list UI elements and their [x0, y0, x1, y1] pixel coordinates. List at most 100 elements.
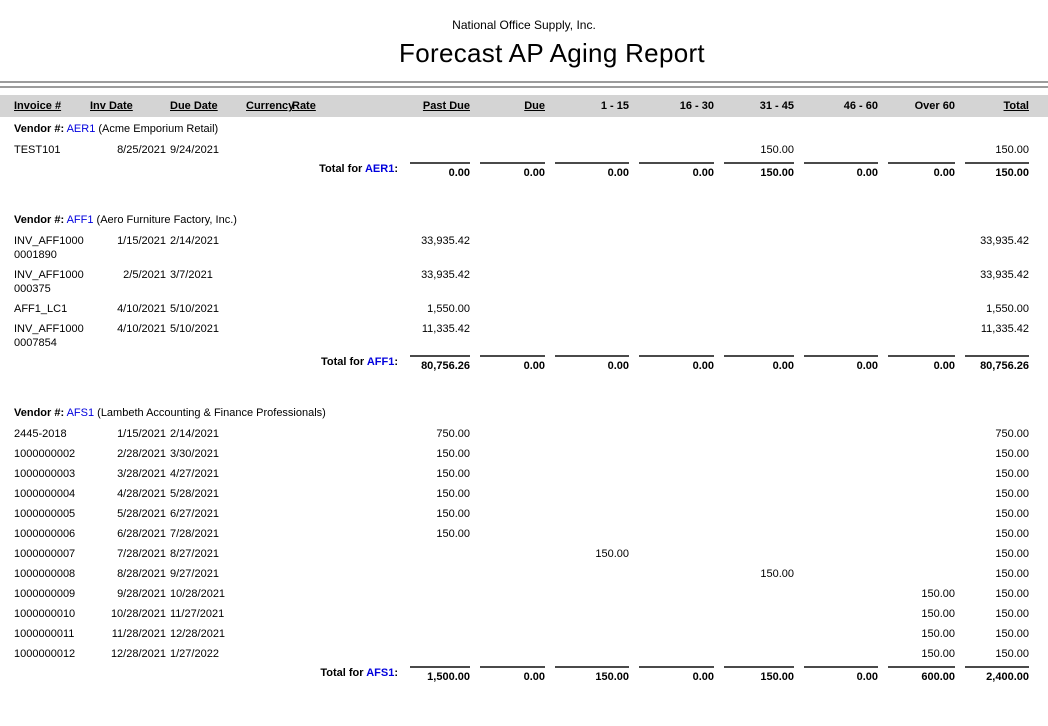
over-60-cell [878, 140, 955, 160]
b31-45-total-cell: 150.00 [714, 160, 794, 180]
rate-cell [292, 319, 400, 353]
b31-45-cell [714, 544, 794, 564]
invoice-cell: TEST101 [14, 144, 61, 156]
past-due-cell: 150.00 [436, 508, 470, 520]
past-due-cell: 33,935.42 [421, 235, 470, 247]
due-date-cell: 5/10/2021 [170, 303, 219, 315]
b1-15-cell [545, 484, 629, 504]
inv-date-cell: 4/28/2021 [117, 488, 166, 500]
currency-cell [246, 444, 292, 464]
rate-cell [292, 544, 400, 564]
over-60-cell [878, 484, 955, 504]
b46-60-total-cell: 0.00 [794, 160, 878, 180]
due-cell [470, 524, 545, 544]
b46-60-cell [794, 564, 878, 584]
past-due-cell [400, 544, 470, 564]
inv-date-cell: 3/28/2021 [117, 468, 166, 480]
invoice-cell: 1000000007 [14, 548, 76, 560]
total-cell: 33,935.42 [980, 235, 1029, 247]
b16-30-total-cell: 0.00 [629, 160, 714, 180]
past-due-cell: 150.00 [436, 528, 470, 540]
rate-cell [292, 140, 400, 160]
due-cell [470, 504, 545, 524]
due-date-cell: 1/27/2022 [170, 648, 219, 660]
invoice-row: 1000000007 7/28/2021 8/27/2021 150.00 150.00 [0, 544, 1048, 564]
company-name: National Office Supply, Inc. [452, 18, 596, 32]
invoice-row: INV_AFF10000001890 1/15/2021 2/14/2021 33,9… [0, 231, 1048, 265]
past-due-total-cell: 80,756.26 [400, 353, 470, 373]
past-due-total-value: 80,756.26 [410, 355, 470, 373]
over-60-cell [878, 464, 955, 484]
b46-60-cell [794, 265, 878, 299]
b31-45-cell [714, 265, 794, 299]
page-title: Forecast AP Aging Report [399, 38, 705, 68]
total-cell: 150.00 [995, 488, 1029, 500]
over-60-cell: 150.00 [921, 648, 955, 660]
col-header-past-due[interactable]: Past Due [422, 100, 470, 112]
report-page: National Office Supply, Inc. Forecast AP… [0, 18, 1048, 684]
b16-30-total-cell: 0.00 [629, 664, 714, 684]
total-total-cell: 2,400.00 [955, 664, 1048, 684]
rate-cell [292, 504, 400, 524]
total-vendor-code-link[interactable]: AFF1 [366, 356, 395, 368]
col-header-due[interactable]: Due [524, 100, 545, 112]
total-cell: 150.00 [995, 628, 1029, 640]
col-header-total[interactable]: Total [1003, 100, 1029, 112]
inv-date-cell: 6/28/2021 [117, 528, 166, 540]
col-header-due-date[interactable]: Due Date [170, 100, 218, 112]
past-due-total-value: 1,500.00 [410, 666, 470, 684]
invoice-row: 1000000008 8/28/2021 9/27/2021 150.00 150.00 [0, 564, 1048, 584]
rate-cell [292, 644, 400, 664]
b46-60-cell [794, 604, 878, 624]
b16-30-cell [629, 231, 714, 265]
ap-aging-table: Invoice # Inv Date Due Date Currency Rat… [0, 95, 1048, 684]
vendor-total-row: Total for AFF1: 80,756.26 0.00 0.00 0.00 0.00… [0, 353, 1048, 373]
vendor-header-cell: Vendor #: AER1 (Acme Emporium Retail) [0, 117, 1048, 140]
total-cell: 150.00 [995, 468, 1029, 480]
col-header-rate[interactable]: Rate [292, 100, 316, 112]
b1-15-cell: 150.00 [595, 548, 629, 560]
due-total-value: 0.00 [480, 355, 545, 373]
due-date-cell: 3/7/2021 [170, 269, 213, 281]
over-60-total-cell: 0.00 [878, 353, 955, 373]
b46-60-total-cell: 0.00 [794, 353, 878, 373]
b16-30-cell [629, 504, 714, 524]
col-header-inv-date[interactable]: Inv Date [90, 100, 133, 112]
rate-cell [292, 584, 400, 604]
inv-date-cell: 8/28/2021 [117, 568, 166, 580]
currency-cell [246, 604, 292, 624]
title-divider [0, 81, 1048, 88]
b46-60-cell [794, 140, 878, 160]
total-vendor-code-link[interactable]: AFS1 [366, 667, 395, 679]
vendor-header-cell: Vendor #: AFF1 (Aero Furniture Factory, … [0, 208, 1048, 231]
vendor-code-link[interactable]: AER1 [66, 123, 96, 135]
b16-30-cell [629, 299, 714, 319]
total-total-cell: 150.00 [955, 160, 1048, 180]
invoice-row: 1000000011 11/28/2021 12/28/2021 150.00 150.… [0, 624, 1048, 644]
over-60-cell [878, 231, 955, 265]
inv-date-cell: 11/28/2021 [111, 628, 166, 640]
total-cell: 11,335.42 [980, 323, 1029, 335]
vendor-code-link[interactable]: AFS1 [66, 407, 95, 419]
vendor-code-link[interactable]: AFF1 [66, 214, 94, 226]
b46-60-total-cell: 0.00 [794, 664, 878, 684]
total-cell: 150.00 [995, 568, 1029, 580]
inv-date-cell: 2/5/2021 [123, 269, 166, 281]
past-due-cell: 33,935.42 [421, 269, 470, 281]
total-vendor-code-link[interactable]: AER1 [364, 163, 395, 175]
invoice-row: 2445-2018 1/15/2021 2/14/2021 750.00 750.00 [0, 424, 1048, 444]
inv-date-cell: 4/10/2021 [117, 323, 166, 335]
rate-cell [292, 265, 400, 299]
inv-date-cell: 7/28/2021 [117, 548, 166, 560]
b16-30-total-cell: 0.00 [629, 353, 714, 373]
col-header-invoice[interactable]: Invoice # [14, 100, 62, 112]
over-60-total-value: 600.00 [888, 666, 955, 684]
col-header-1-15: 1 - 15 [600, 100, 629, 112]
due-date-cell: 2/14/2021 [170, 235, 219, 247]
over-60-cell [878, 424, 955, 444]
b31-45-cell [714, 424, 794, 444]
total-label-cell: Total for AFF1: [0, 353, 400, 373]
vendor-name: (Aero Furniture Factory, Inc.) [96, 214, 237, 226]
col-header-currency[interactable]: Currency [246, 100, 295, 112]
due-cell [470, 319, 545, 353]
